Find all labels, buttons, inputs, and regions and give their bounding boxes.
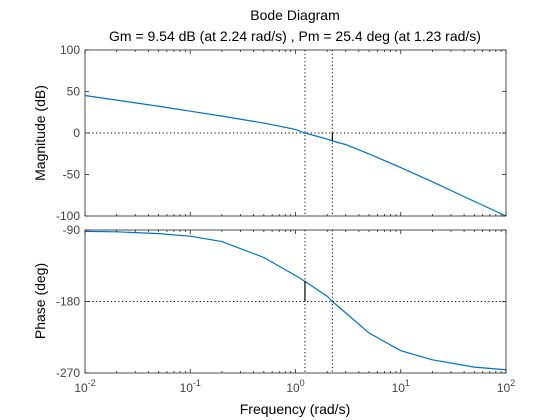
phase-curve-group xyxy=(84,230,507,371)
magnitude-panel: 100 50 0 -50 -100 Magnitude (dB) xyxy=(32,43,507,223)
magnitude-ytick-label: -50 xyxy=(63,168,81,182)
phase-ytick-label: -90 xyxy=(63,223,81,237)
x-tick-label: 102 xyxy=(497,378,515,395)
magnitude-ytick-label: -100 xyxy=(56,209,80,223)
x-tick-label: 101 xyxy=(392,378,410,395)
magnitude-ytick-label: 100 xyxy=(60,43,80,57)
x-tick-label: 100 xyxy=(286,378,304,395)
magnitude-curve xyxy=(84,94,507,217)
phase-ylabel: Phase (deg) xyxy=(32,263,48,339)
phase-ticks: -90 -180 -270 xyxy=(56,223,507,380)
magnitude-ytick-label: 50 xyxy=(67,85,81,99)
magnitude-curve-group xyxy=(84,94,507,217)
x-tick-labels: 10-2 10-1 100 101 102 xyxy=(74,378,515,395)
chart-title: Bode Diagram xyxy=(250,7,340,23)
magnitude-axes-frame xyxy=(84,49,507,217)
x-tick-label: 10-1 xyxy=(180,378,201,395)
x-axis-label: Frequency (rad/s) xyxy=(240,401,350,417)
magnitude-ylabel: Magnitude (dB) xyxy=(32,85,48,181)
magnitude-ticks: 100 50 0 -50 -100 xyxy=(56,43,507,223)
phase-panel: -90 -180 -270 Phase (deg) xyxy=(32,223,507,380)
phase-ytick-label: -180 xyxy=(56,295,80,309)
phase-ytick-label: -270 xyxy=(56,366,80,380)
magnitude-ytick-label: 0 xyxy=(73,126,80,140)
phase-axes-frame xyxy=(84,229,507,374)
x-tick-label: 10-2 xyxy=(74,378,95,395)
chart-subtitle: Gm = 9.54 dB (at 2.24 rad/s) , Pm = 25.4… xyxy=(109,28,481,44)
phase-curve xyxy=(84,230,507,371)
